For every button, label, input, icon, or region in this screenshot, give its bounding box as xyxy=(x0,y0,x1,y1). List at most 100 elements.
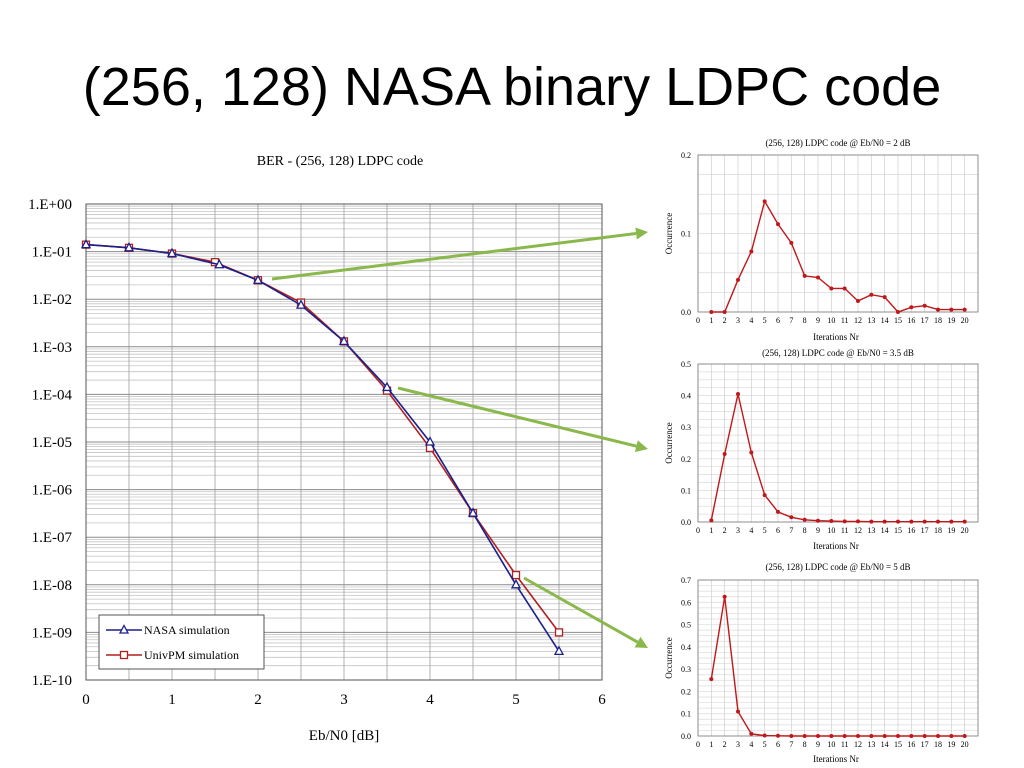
data-point xyxy=(922,519,927,524)
x-tick-label: 7 xyxy=(789,740,793,749)
data-point-nasa xyxy=(252,274,264,284)
data-point xyxy=(909,519,914,524)
x-tick-label: 2 xyxy=(254,692,262,708)
x-tick-label: 0 xyxy=(696,740,700,749)
data-point-nasa xyxy=(424,436,436,446)
data-point-nasa xyxy=(510,578,522,589)
chart-title: (256, 128) LDPC code @ Eb/N0 = 3.5 dB xyxy=(762,348,914,358)
x-tick-label: 4 xyxy=(426,692,434,708)
data-point xyxy=(856,734,860,738)
data-point-nasa xyxy=(553,645,565,655)
legend: NASA simulation UnivPM simulation xyxy=(98,614,265,670)
x-tick-label: 0 xyxy=(82,692,90,708)
data-point-nasa xyxy=(166,247,178,258)
data-point xyxy=(856,519,860,524)
data-point xyxy=(896,519,900,524)
data-point xyxy=(829,519,834,524)
x-tick-label: 5 xyxy=(763,316,767,325)
chart-title: BER - (256, 128) LDPC code xyxy=(257,154,423,169)
data-point xyxy=(896,310,900,314)
y-tick-label: 0.6 xyxy=(681,598,691,607)
x-tick-label: 7 xyxy=(789,526,793,535)
x-tick-label: 2 xyxy=(723,316,727,325)
data-point xyxy=(896,734,900,738)
data-point xyxy=(816,734,820,738)
data-point xyxy=(789,515,794,520)
x-tick-label: 5 xyxy=(512,692,520,708)
y-tick-label: 1.E-08 xyxy=(32,578,72,594)
callout-arrow xyxy=(397,386,637,448)
x-tick-label: 3 xyxy=(736,740,740,749)
x-axis-label: Iterations Nr xyxy=(813,754,859,764)
x-tick-label: 11 xyxy=(841,740,849,749)
slide-title: (256, 128) NASA binary LDPC code xyxy=(82,57,942,117)
x-tick-label: 3 xyxy=(736,526,740,535)
data-point-univpm xyxy=(554,628,564,637)
data-point xyxy=(869,292,874,297)
y-tick-label: 0.1 xyxy=(681,230,691,239)
x-tick-label: 0 xyxy=(696,526,700,535)
x-tick-label: 1 xyxy=(168,692,176,708)
data-point xyxy=(962,734,967,738)
x-tick-label: 10 xyxy=(827,316,835,325)
data-point xyxy=(736,277,740,282)
y-tick-label: 1.E-09 xyxy=(32,625,72,641)
data-point xyxy=(816,518,820,523)
data-point xyxy=(709,677,714,682)
y-tick-label: 0.4 xyxy=(681,392,691,401)
data-point xyxy=(829,286,834,291)
x-tick-label: 8 xyxy=(803,316,807,325)
x-tick-label: 12 xyxy=(854,526,862,535)
x-tick-label: 12 xyxy=(854,740,862,749)
iterations-chart-3-5db: 0.00.10.20.30.40.50 1 2 3 4 5 6 7 8 9 10 11 12 13 14 15… xyxy=(664,348,979,551)
legend-box xyxy=(98,614,265,670)
data-point xyxy=(842,519,847,524)
x-tick-label: 8 xyxy=(803,526,807,535)
data-point xyxy=(882,519,887,524)
x-tick-label: 3 xyxy=(340,692,348,708)
data-point-nasa xyxy=(467,507,479,517)
data-point xyxy=(776,222,780,227)
y-tick-label: 0.5 xyxy=(681,360,691,369)
y-tick-label: 0.1 xyxy=(681,486,691,495)
y-tick-label: 1.E-05 xyxy=(32,435,72,451)
plot-border xyxy=(697,363,979,523)
data-point xyxy=(949,307,954,312)
data-point xyxy=(909,305,914,310)
iterations-chart-5db: 0.00.10.20.30.40.50.60.70 1 2 3 4 5 6 7 8 9 10 11 12… xyxy=(664,562,979,764)
y-tick-label: 1.E-07 xyxy=(32,530,73,546)
data-point xyxy=(762,493,767,498)
x-tick-label: 14 xyxy=(881,526,889,535)
x-tick-label: 16 xyxy=(907,316,915,325)
x-tick-label: 6 xyxy=(776,740,780,749)
data-point xyxy=(882,295,887,300)
x-tick-label: 9 xyxy=(816,740,820,749)
x-tick-label: 6 xyxy=(598,692,606,708)
x-tick-label: 6 xyxy=(776,316,780,325)
y-tick-label: 1.E-02 xyxy=(32,292,72,308)
data-point xyxy=(802,734,807,738)
data-point-nasa xyxy=(80,238,92,249)
data-point xyxy=(936,307,940,312)
y-tick-label: 1.E-10 xyxy=(32,673,72,689)
y-tick-label: 0.7 xyxy=(681,576,691,585)
x-tick-label: 9 xyxy=(816,316,820,325)
x-tick-label: 20 xyxy=(961,316,969,325)
data-point xyxy=(909,734,914,738)
data-point-univpm xyxy=(511,570,521,580)
series-line-occurrence xyxy=(710,596,965,737)
y-tick-label: 0.0 xyxy=(681,308,691,317)
data-point-nasa xyxy=(338,335,350,346)
y-tick-label: 0.3 xyxy=(681,665,691,674)
x-tick-label: 13 xyxy=(867,316,875,325)
callout-arrows xyxy=(271,227,648,648)
y-axis-label: Occurrence xyxy=(664,422,674,463)
x-axis-label: Eb/N0 [dB] xyxy=(309,728,379,744)
callout-arrowhead xyxy=(635,227,648,240)
y-axis-label: Occurrence xyxy=(664,637,674,678)
callout-arrow xyxy=(271,232,637,281)
y-tick-label: 0.0 xyxy=(681,518,691,527)
y-tick-label: 0.2 xyxy=(681,687,691,696)
series-line-occurrence xyxy=(710,393,965,523)
